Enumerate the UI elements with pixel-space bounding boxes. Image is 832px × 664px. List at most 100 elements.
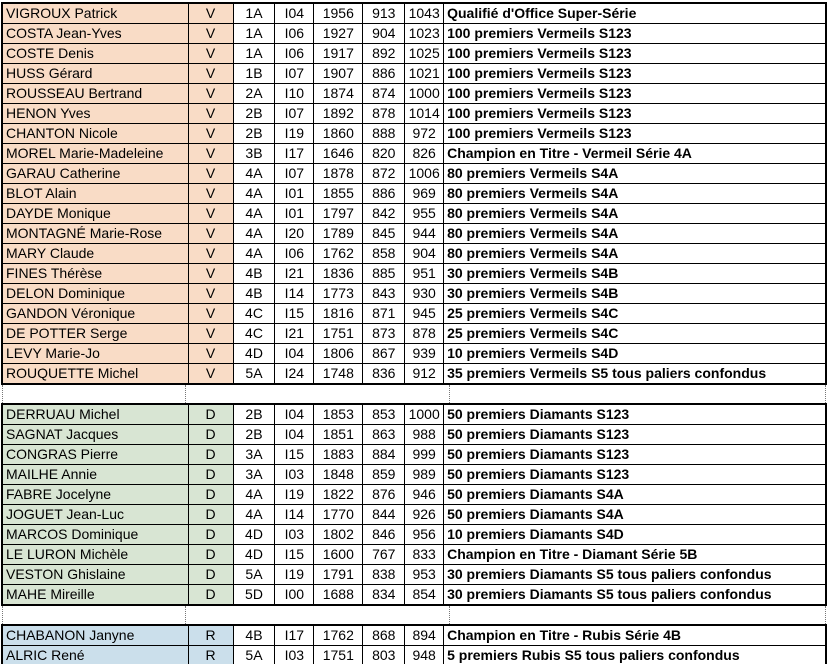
rating-2-cell: 846 [362, 524, 406, 545]
player-row: LEVY Marie-Jo V 4D I04 1806 867 939 10 premiers… [1, 343, 827, 364]
rating-1-cell: 1770 [313, 504, 364, 525]
club-code-cell: I06 [274, 243, 315, 264]
rating-1-cell: 1806 [313, 343, 364, 364]
series-cell: 4B [232, 263, 276, 284]
rating-1-cell: 1751 [313, 323, 364, 344]
category-cell: V [187, 63, 234, 84]
category-cell: D [187, 584, 234, 606]
player-name-cell: COSTA Jean-Yves [1, 23, 189, 44]
category-cell: V [187, 183, 234, 204]
dotted-gridline [825, 606, 826, 624]
club-code-cell: I20 [274, 223, 315, 244]
qualification-cell: Qualifié d'Office Super-Série [443, 2, 827, 24]
rating-1-cell: 1797 [313, 203, 364, 224]
player-name-cell: MAHE Mireille [1, 584, 189, 606]
category-cell: V [187, 283, 234, 304]
rating-1-cell: 1883 [313, 444, 364, 465]
player-row: CHABANON Janyne R 4B I17 1762 868 894 Champion … [1, 624, 827, 646]
qualification-cell: 50 premiers Diamants S123 [443, 444, 827, 465]
section-gap [1, 385, 827, 403]
club-code-cell: I04 [274, 343, 315, 364]
rating-1-cell: 1892 [313, 103, 364, 124]
player-name-cell: CHANTON Nicole [1, 123, 189, 144]
player-name-cell: DERRUAU Michel [1, 403, 189, 425]
club-code-cell: I10 [274, 83, 315, 104]
category-cell: D [187, 484, 234, 505]
dotted-gridline [185, 606, 186, 624]
rating-2-cell: 878 [362, 103, 406, 124]
qualification-cell: 30 premiers Diamants S5 tous paliers con… [443, 584, 827, 606]
club-code-cell: I03 [274, 464, 315, 485]
qualification-cell: 100 premiers Vermeils S123 [443, 103, 827, 124]
qualification-cell: 25 premiers Vermeils S4C [443, 323, 827, 344]
category-cell: V [187, 103, 234, 124]
category-cell: R [187, 645, 234, 664]
category-cell: D [187, 403, 234, 425]
qualification-cell: 30 premiers Vermeils S4B [443, 283, 827, 304]
rating-2-cell: 885 [362, 263, 406, 284]
rating-1-cell: 1748 [313, 363, 364, 385]
club-code-cell: I24 [274, 363, 315, 385]
player-row: GARAU Catherine V 4A I07 1878 872 1006 80 premi… [1, 163, 827, 184]
rating-3-cell: 926 [404, 504, 445, 525]
club-code-cell: I17 [274, 143, 315, 164]
player-name-cell: COSTE Denis [1, 43, 189, 64]
rating-3-cell: 972 [404, 123, 445, 144]
rating-2-cell: 863 [362, 424, 406, 445]
dotted-gridline [449, 385, 450, 403]
series-cell: 4D [232, 544, 276, 565]
section-gap [1, 606, 827, 624]
rating-1-cell: 1822 [313, 484, 364, 505]
rating-1-cell: 1907 [313, 63, 364, 84]
club-code-cell: I04 [274, 2, 315, 24]
qualification-cell: 100 premiers Vermeils S123 [443, 43, 827, 64]
series-cell: 4A [232, 223, 276, 244]
dotted-gridline [449, 606, 450, 624]
category-cell: D [187, 504, 234, 525]
rating-3-cell: 1025 [404, 43, 445, 64]
club-code-cell: I07 [274, 103, 315, 124]
player-name-cell: CHABANON Janyne [1, 624, 189, 646]
rating-1-cell: 1853 [313, 403, 364, 425]
player-name-cell: HENON Yves [1, 103, 189, 124]
rating-3-cell: 854 [404, 584, 445, 606]
club-code-cell: I04 [274, 403, 315, 425]
rating-3-cell: 1021 [404, 63, 445, 84]
player-row: VIGROUX Patrick V 1A I04 1956 913 1043 Qualifié… [1, 2, 827, 24]
qualification-cell: 50 premiers Diamants S123 [443, 403, 827, 425]
series-cell: 1B [232, 63, 276, 84]
rating-1-cell: 1851 [313, 424, 364, 445]
qualification-cell: 50 premiers Diamants S4A [443, 504, 827, 525]
qualification-cell: 80 premiers Vermeils S4A [443, 223, 827, 244]
player-row: DERRUAU Michel D 2B I04 1853 853 1000 50 premie… [1, 403, 827, 425]
rating-3-cell: 999 [404, 444, 445, 465]
series-cell: 5A [232, 363, 276, 385]
player-row: FINES Thérèse V 4B I21 1836 885 951 30 premiers… [1, 263, 827, 284]
player-name-cell: ALRIC René [1, 645, 189, 664]
series-cell: 5D [232, 584, 276, 606]
rating-2-cell: 876 [362, 484, 406, 505]
series-cell: 4B [232, 624, 276, 646]
club-code-cell: I21 [274, 263, 315, 284]
rating-3-cell: 944 [404, 223, 445, 244]
rating-1-cell: 1762 [313, 243, 364, 264]
player-row: DE POTTER Serge V 4C I21 1751 873 878 25 premie… [1, 323, 827, 344]
rating-1-cell: 1646 [313, 143, 364, 164]
series-cell: 4D [232, 343, 276, 364]
dotted-gridline [185, 385, 186, 403]
rating-2-cell: 767 [362, 544, 406, 565]
section-table-rubis: CHABANON Janyne R 4B I17 1762 868 894 Champion … [1, 624, 827, 664]
player-name-cell: FABRE Jocelyne [1, 484, 189, 505]
qualification-cell: Champion en Titre - Vermeil Série 4A [443, 143, 827, 164]
rating-2-cell: 845 [362, 223, 406, 244]
rating-2-cell: 872 [362, 163, 406, 184]
category-cell: V [187, 323, 234, 344]
qualification-cell: 80 premiers Vermeils S4A [443, 183, 827, 204]
player-row: SAGNAT Jacques D 2B I04 1851 863 988 50 premier… [1, 424, 827, 445]
rating-3-cell: 894 [404, 624, 445, 646]
rating-2-cell: 873 [362, 323, 406, 344]
rating-2-cell: 859 [362, 464, 406, 485]
rating-1-cell: 1600 [313, 544, 364, 565]
category-cell: R [187, 624, 234, 646]
player-row: VESTON Ghislaine D 5A I19 1791 838 953 30 premi… [1, 564, 827, 585]
